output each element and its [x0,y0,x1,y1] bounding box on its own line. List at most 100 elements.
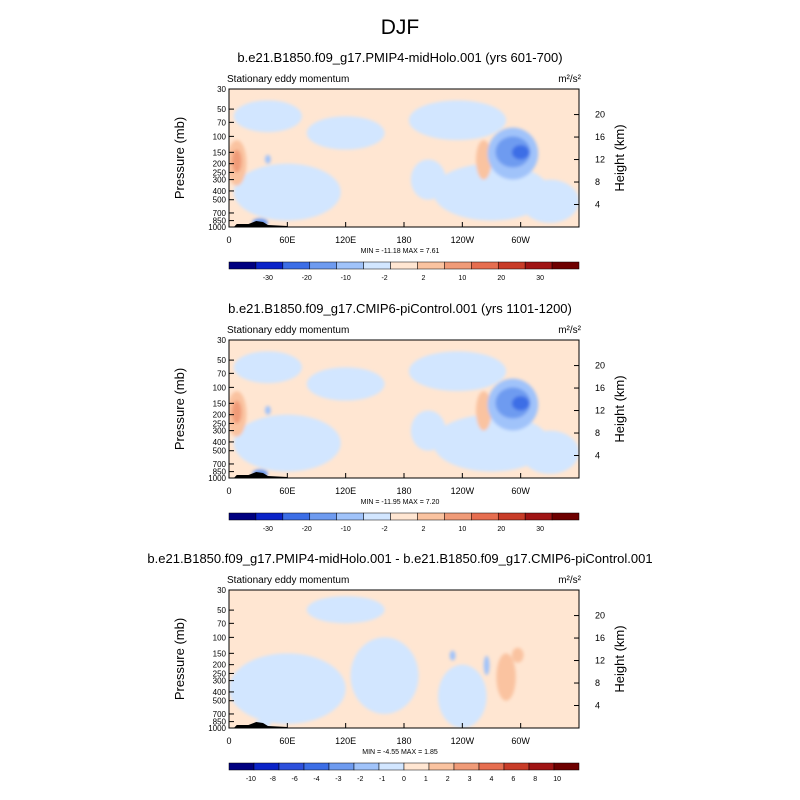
colorbar-label: 20 [497,526,505,533]
y-axis-label: Pressure (mb) [172,618,187,700]
colorbar-label: 2 [421,526,425,533]
colorbar-cell [228,762,255,771]
y-right-tick-label: 8 [595,678,600,688]
y-tick-label: 1000 [208,223,226,232]
colorbar-label: 1 [424,776,428,783]
chart-subtitle-left: Stationary eddy momentum [227,575,349,586]
x-tick-label: 0 [226,235,231,245]
y-tick-label: 150 [213,399,227,408]
y-right-axis-label: Height (km) [612,375,627,442]
colorbar-cell [282,261,311,270]
colorbar-cell [309,512,337,521]
contour-region [231,149,242,173]
chart-units: m²/s² [558,74,581,85]
chart-panel-3: b.e21.B1850.f09_g17.PMIP4-midHolo.001 - … [147,551,652,783]
colorbar-cell [503,762,530,771]
colorbar-label: -6 [292,776,298,783]
colorbar-cell [417,512,445,521]
min-max-stats: MIN = -4.55 MAX = 1.85 [362,749,438,756]
colorbar-label: 30 [536,526,544,533]
colorbar-label: -8 [270,776,276,783]
topography [233,221,288,227]
contour-region [475,140,492,180]
chart-title: b.e21.B1850.f09_g17.PMIP4-midHolo.001 - … [147,551,652,566]
colorbar-cell [336,261,364,270]
colorbar-label: 20 [497,275,505,282]
x-tick-label: 180 [396,235,411,245]
x-tick-label: 60E [279,486,295,496]
colorbar-label: 30 [536,275,544,282]
page-title: DJF [380,16,420,39]
contour-region [511,647,524,663]
colorbar-cell [278,762,305,771]
x-tick-label: 60E [279,736,295,746]
contour-region [511,396,530,411]
colorbar-label: 2 [421,275,425,282]
colorbar-cell [253,762,280,771]
y-tick-label: 400 [213,688,227,697]
colorbar-cell [453,762,480,771]
colorbar-cell [478,762,505,771]
y-tick-label: 250 [213,419,227,428]
min-max-stats: MIN = -11.95 MAX = 7.20 [361,499,440,506]
colorbar-label: 10 [458,275,466,282]
y-tick-label: 850 [213,468,227,477]
contour-region [264,405,271,415]
contour-region [306,367,385,401]
chart-panel-2: b.e21.B1850.f09_g17.CMIP6-piControl.001 … [172,301,627,533]
y-right-tick-label: 8 [595,177,600,187]
y-tick-label: 70 [217,369,226,378]
colorbar-label: -20 [302,526,312,533]
chart-units: m²/s² [558,325,581,336]
contour-region [306,596,385,624]
colorbar-label: -30 [263,275,273,282]
y-tick-label: 1000 [208,474,226,483]
y-tick-label: 850 [213,217,227,226]
colorbar-label: 3 [468,776,472,783]
colorbar-cell [497,512,526,521]
y-tick-label: 100 [213,633,227,642]
y-tick-label: 500 [213,196,227,205]
colorbar-cell [363,512,391,521]
colorbar-cell [471,261,499,270]
y-tick-label: 70 [217,619,226,628]
chart-title: b.e21.B1850.f09_g17.CMIP6-piControl.001 … [228,301,572,316]
contour-region [408,100,507,141]
colorbar-label: -10 [341,526,351,533]
colorbar-label: 0 [402,776,406,783]
colorbar-cell [497,261,526,270]
contour-region [229,653,346,724]
x-tick-label: 120E [335,486,356,496]
contour-region [306,116,385,150]
chart-panel-1: b.e21.B1850.f09_g17.PMIP4-midHolo.001 (y… [172,50,627,282]
y-tick-label: 500 [213,447,227,456]
contour-region [233,100,302,133]
chart-units: m²/s² [558,575,581,586]
colorbar-label: -1 [379,776,385,783]
contour-region [233,351,302,384]
x-tick-label: 60W [511,736,530,746]
y-tick-label: 200 [213,411,227,420]
colorbar-cell [363,261,391,270]
colorbar-cell [524,261,553,270]
colorbar-label: -4 [313,776,319,783]
y-tick-label: 150 [213,649,227,658]
colorbar-cell [228,261,257,270]
contour-region [233,414,341,472]
contour-region [350,637,419,714]
topography [233,472,288,478]
y-right-tick-label: 12 [595,406,605,416]
y-right-tick-label: 16 [595,132,605,142]
y-tick-label: 50 [217,606,226,615]
colorbar-label: -10 [246,776,256,783]
y-tick-label: 70 [217,118,226,127]
contour-field [229,351,579,478]
contour-region [475,391,492,431]
y-right-tick-label: 20 [595,110,605,120]
colorbar-label: 6 [511,776,515,783]
colorbar-label: -10 [341,275,351,282]
x-tick-label: 120E [335,736,356,746]
colorbar-cell [255,261,284,270]
y-tick-label: 700 [213,710,227,719]
colorbar-cell [390,261,418,270]
